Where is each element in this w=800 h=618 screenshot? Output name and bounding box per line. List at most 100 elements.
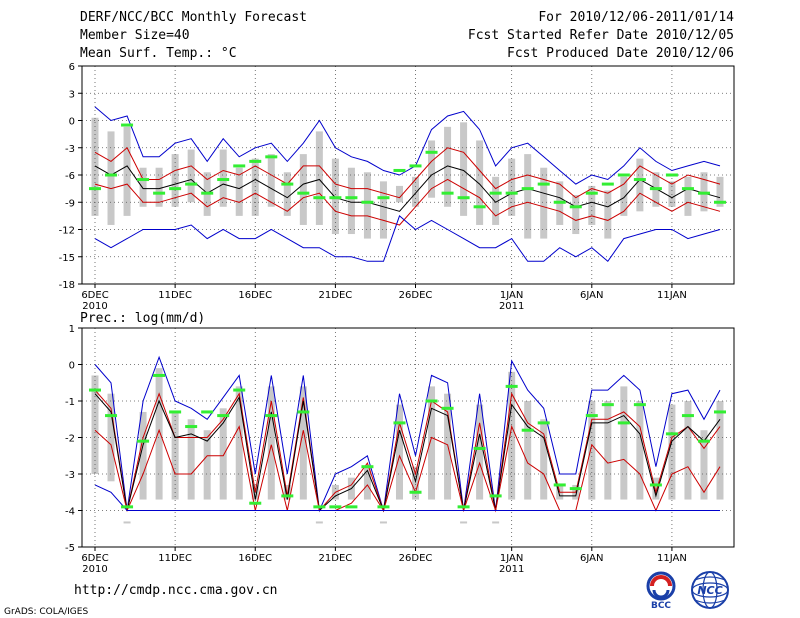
y-tick-label: -12 bbox=[59, 226, 75, 237]
spread-box bbox=[508, 158, 516, 216]
spread-box bbox=[508, 371, 516, 500]
observed-marker bbox=[617, 421, 630, 425]
observed-marker bbox=[553, 200, 566, 204]
spread-box bbox=[620, 176, 628, 216]
observed-marker bbox=[457, 505, 470, 509]
observed-marker bbox=[537, 182, 550, 186]
observed-marker bbox=[137, 439, 150, 443]
spread-box bbox=[620, 386, 628, 500]
observed-marker bbox=[697, 439, 710, 443]
ncc-logo: NCC bbox=[691, 571, 729, 609]
observed-marker bbox=[489, 191, 502, 195]
spread-box bbox=[283, 172, 291, 216]
y-tick-label: -4 bbox=[65, 507, 75, 518]
spread-box bbox=[492, 521, 500, 524]
observed-marker bbox=[649, 187, 662, 191]
spread-box bbox=[604, 190, 612, 239]
observed-marker bbox=[393, 168, 406, 172]
observed-marker bbox=[345, 196, 358, 200]
observed-marker bbox=[297, 191, 310, 195]
spread-box bbox=[107, 393, 115, 482]
series-min-line bbox=[94, 215, 721, 263]
observed-marker bbox=[201, 410, 214, 414]
spread-box bbox=[652, 477, 660, 500]
spread-box bbox=[123, 521, 131, 524]
spread-box bbox=[299, 154, 307, 225]
observed-marker bbox=[697, 191, 710, 195]
svg-text:NCC: NCC bbox=[697, 584, 722, 597]
spread-box bbox=[267, 154, 275, 207]
spread-box bbox=[315, 131, 323, 225]
bcc-logo: BCC bbox=[646, 571, 676, 610]
observed-marker bbox=[377, 505, 390, 509]
y-tick-label: -18 bbox=[59, 280, 75, 291]
observed-marker bbox=[409, 490, 422, 494]
observed-marker bbox=[201, 191, 214, 195]
observed-marker bbox=[313, 505, 326, 509]
x-tick-label: 26DEC bbox=[399, 290, 433, 301]
started-date-label: Fcst Started Refer Date 2010/12/05 bbox=[467, 28, 734, 43]
observed-marker bbox=[505, 384, 518, 388]
observed-marker bbox=[153, 191, 166, 195]
x-tick-year-label: 2010 bbox=[82, 564, 107, 575]
series-mean-line bbox=[94, 165, 721, 212]
observed-marker bbox=[521, 428, 534, 432]
x-tick-label: 6JAN bbox=[580, 553, 603, 564]
observed-marker bbox=[329, 505, 342, 509]
observed-marker bbox=[313, 196, 326, 200]
spread-box bbox=[460, 521, 468, 524]
precip-panel-title: Prec.: log(mm/d) bbox=[80, 311, 205, 326]
x-tick-label: 6DEC bbox=[81, 553, 108, 564]
observed-marker bbox=[361, 465, 374, 469]
period-label: For 2010/12/06-2011/01/14 bbox=[538, 10, 734, 25]
observed-marker bbox=[633, 403, 646, 407]
spread-box bbox=[716, 176, 724, 207]
source-url[interactable]: http://cmdp.ncc.cma.gov.cn bbox=[74, 583, 278, 598]
observed-marker bbox=[329, 196, 342, 200]
spread-box bbox=[684, 401, 692, 500]
spread-box bbox=[636, 401, 644, 500]
observed-marker bbox=[121, 505, 134, 509]
observed-marker bbox=[409, 164, 422, 168]
grads-credit: GrADS: COLA/IGES bbox=[4, 607, 89, 617]
observed-marker bbox=[489, 494, 502, 498]
spread-box bbox=[315, 521, 323, 524]
x-tick-label: 26DEC bbox=[399, 553, 433, 564]
observed-marker bbox=[601, 182, 614, 186]
x-tick-label: 1JAN bbox=[500, 553, 523, 564]
observed-marker bbox=[617, 173, 630, 177]
spread-box bbox=[171, 154, 179, 207]
observed-marker bbox=[537, 421, 550, 425]
y-tick-label: -6 bbox=[65, 171, 75, 182]
spread-box bbox=[155, 368, 163, 500]
observed-marker bbox=[233, 164, 246, 168]
x-tick-label: 21DEC bbox=[319, 290, 353, 301]
observed-marker bbox=[377, 196, 390, 200]
x-tick-label: 11JAN bbox=[657, 553, 687, 564]
spread-box bbox=[700, 430, 708, 500]
observed-marker bbox=[89, 187, 101, 191]
series-max-line bbox=[94, 106, 721, 185]
observed-marker bbox=[249, 501, 262, 505]
observed-marker bbox=[297, 410, 310, 414]
observed-marker bbox=[473, 205, 486, 209]
spread-box bbox=[171, 411, 179, 500]
svg-text:BCC: BCC bbox=[651, 601, 671, 610]
observed-marker bbox=[393, 421, 406, 425]
observed-marker bbox=[585, 191, 598, 195]
observed-marker bbox=[649, 483, 662, 487]
spread-box bbox=[235, 167, 243, 216]
x-tick-year-label: 2011 bbox=[499, 564, 524, 575]
observed-marker bbox=[233, 388, 246, 392]
spread-box bbox=[604, 401, 612, 500]
observed-marker bbox=[714, 200, 726, 204]
spread-box bbox=[476, 404, 484, 500]
y-tick-label: 0 bbox=[69, 117, 75, 128]
y-tick-label: -5 bbox=[65, 543, 75, 554]
spread-box bbox=[428, 386, 436, 500]
y-tick-label: -1 bbox=[65, 397, 75, 408]
observed-marker bbox=[473, 446, 486, 450]
spread-box bbox=[540, 167, 548, 239]
spread-box bbox=[379, 181, 387, 239]
